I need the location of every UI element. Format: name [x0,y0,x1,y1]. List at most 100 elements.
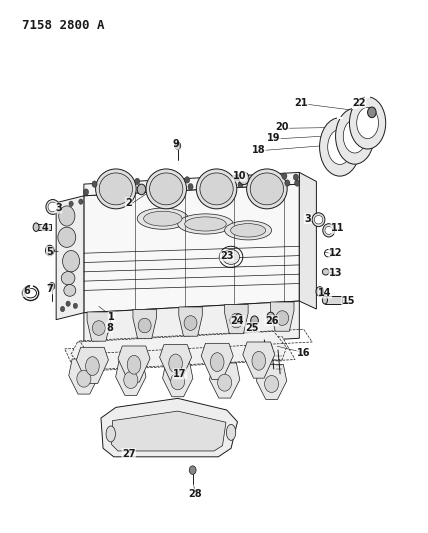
Text: 3: 3 [304,214,311,224]
Polygon shape [84,184,299,313]
Ellipse shape [146,169,187,209]
Text: 22: 22 [352,98,366,108]
Ellipse shape [184,217,226,231]
Text: 16: 16 [297,348,310,358]
Polygon shape [116,360,146,395]
Ellipse shape [231,224,266,237]
Ellipse shape [169,354,182,373]
Ellipse shape [46,199,59,214]
Text: 18: 18 [252,144,266,155]
Ellipse shape [189,466,196,474]
Ellipse shape [196,169,237,209]
Polygon shape [84,301,299,350]
Polygon shape [77,348,108,383]
Ellipse shape [323,224,335,237]
Ellipse shape [294,180,300,186]
Ellipse shape [322,269,329,275]
Polygon shape [160,345,192,381]
Ellipse shape [252,351,266,370]
Polygon shape [179,307,202,336]
Ellipse shape [265,376,279,392]
Polygon shape [163,362,193,397]
Ellipse shape [184,176,190,183]
Polygon shape [71,332,286,370]
Ellipse shape [92,181,97,187]
Ellipse shape [325,227,333,235]
Ellipse shape [124,372,138,389]
Ellipse shape [24,288,36,298]
Polygon shape [101,398,238,457]
Polygon shape [325,296,342,304]
Text: 26: 26 [265,316,278,326]
Text: 20: 20 [276,122,289,132]
Ellipse shape [217,374,232,391]
Ellipse shape [69,201,73,206]
Ellipse shape [83,189,89,195]
Text: 5: 5 [46,247,53,256]
Text: 23: 23 [220,251,234,261]
Ellipse shape [138,318,151,333]
Ellipse shape [230,313,243,328]
Ellipse shape [79,199,83,204]
Text: 11: 11 [331,223,345,233]
Polygon shape [38,224,51,230]
Ellipse shape [316,287,324,296]
Text: 27: 27 [122,449,135,458]
Text: 7158 2800 A: 7158 2800 A [22,19,104,33]
Ellipse shape [247,169,287,209]
Text: 19: 19 [267,133,280,143]
Polygon shape [84,172,299,196]
Ellipse shape [250,173,283,205]
Ellipse shape [49,282,55,290]
Ellipse shape [33,223,39,231]
Ellipse shape [60,306,65,312]
Polygon shape [299,172,316,309]
Text: 8: 8 [106,322,113,333]
Ellipse shape [223,249,240,264]
Polygon shape [256,365,287,399]
Ellipse shape [320,118,360,176]
Polygon shape [87,312,110,341]
Ellipse shape [184,316,197,330]
Ellipse shape [188,183,193,190]
Ellipse shape [314,215,323,224]
Ellipse shape [127,356,141,374]
Ellipse shape [211,353,224,372]
Ellipse shape [235,174,240,181]
Ellipse shape [64,285,76,296]
Ellipse shape [144,211,182,226]
Ellipse shape [282,173,287,179]
Polygon shape [270,302,294,331]
Ellipse shape [106,426,116,442]
Ellipse shape [312,213,325,227]
Text: 12: 12 [329,248,342,258]
Polygon shape [133,310,156,338]
Polygon shape [210,363,240,398]
Text: 14: 14 [318,288,332,298]
Ellipse shape [99,173,133,205]
Polygon shape [56,196,84,320]
Ellipse shape [322,296,327,304]
Polygon shape [201,343,233,379]
Text: 21: 21 [295,98,308,108]
Ellipse shape [251,316,259,326]
Ellipse shape [58,227,76,247]
Ellipse shape [48,202,57,212]
Ellipse shape [276,311,289,325]
Ellipse shape [349,97,386,149]
Ellipse shape [328,130,352,165]
Text: 15: 15 [342,296,355,306]
Text: 4: 4 [42,223,49,233]
Ellipse shape [45,245,54,256]
Text: 13: 13 [329,268,342,278]
Ellipse shape [149,173,183,205]
Text: 1: 1 [108,312,115,322]
Text: 10: 10 [233,171,247,181]
Text: 25: 25 [246,322,259,333]
Ellipse shape [238,181,243,188]
Text: 17: 17 [173,369,187,379]
Ellipse shape [137,208,188,229]
Ellipse shape [92,321,105,335]
Ellipse shape [135,178,140,184]
Ellipse shape [62,251,80,272]
